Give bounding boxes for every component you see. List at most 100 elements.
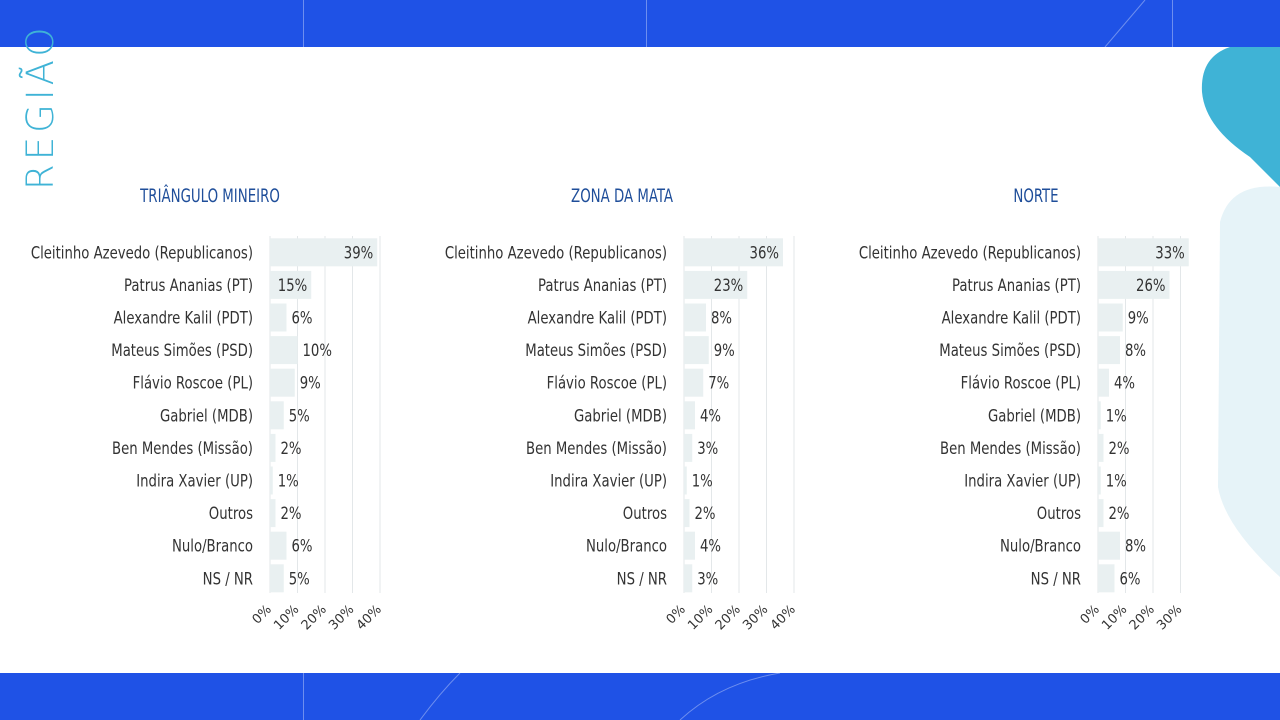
- value-label: 1%: [1106, 471, 1127, 491]
- chart-title: TRIÂNGULO MINEIRO: [140, 185, 280, 207]
- category-label: Gabriel (MDB): [160, 406, 253, 426]
- value-label: 6%: [1120, 569, 1141, 589]
- value-label: 1%: [692, 471, 713, 491]
- category-label: Gabriel (MDB): [988, 406, 1081, 426]
- value-label: 4%: [1114, 373, 1135, 393]
- tick-label: 20%: [713, 602, 744, 633]
- bar: [1098, 238, 1189, 267]
- band-divider: [1172, 0, 1173, 47]
- category-label: NS / NR: [203, 569, 254, 589]
- category-label: Indira Xavier (UP): [136, 471, 253, 491]
- bar: [684, 336, 709, 365]
- category-label: Ben Mendes (Missão): [112, 438, 253, 458]
- band-divider: [303, 673, 304, 720]
- tick-label: 20%: [1127, 602, 1158, 633]
- category-label: Indira Xavier (UP): [550, 471, 667, 491]
- bar: [270, 238, 378, 267]
- value-label: 2%: [695, 503, 716, 523]
- bar: [684, 499, 690, 528]
- value-label: 1%: [1106, 406, 1127, 426]
- bar: [270, 336, 298, 365]
- tick-label: 30%: [1154, 602, 1185, 633]
- category-label: Flávio Roscoe (PL): [961, 373, 1081, 393]
- bar: [270, 303, 287, 332]
- chart-panel-norte: NORTE Cleitinho Azevedo (Republicanos) 33…: [828, 185, 1228, 655]
- bar: [1098, 336, 1120, 365]
- category-label: NS / NR: [1031, 569, 1082, 589]
- value-label: 6%: [292, 308, 313, 328]
- category-label: Alexandre Kalil (PDT): [114, 308, 253, 328]
- tick-label: 30%: [740, 602, 771, 633]
- chart-panel-triangulo: TRIÂNGULO MINEIRO Cleitinho Azevedo (Rep…: [0, 185, 400, 655]
- category-label: Ben Mendes (Missão): [940, 438, 1081, 458]
- top-band: [0, 0, 1280, 47]
- value-label: 3%: [697, 569, 718, 589]
- bar: [684, 564, 693, 593]
- bar: [684, 368, 704, 397]
- value-label: 8%: [711, 308, 732, 328]
- bar: [1098, 564, 1115, 593]
- bar-chart-norte: Cleitinho Azevedo (Republicanos) 33% Patru…: [859, 236, 1189, 633]
- bar: [684, 531, 695, 560]
- bar: [270, 531, 287, 560]
- category-label: Nulo/Branco: [586, 536, 667, 556]
- tick-label: 10%: [271, 602, 302, 633]
- bar: [1098, 466, 1101, 495]
- value-label: 5%: [289, 406, 310, 426]
- tick-label: 10%: [685, 602, 716, 633]
- chart-title: ZONA DA MATA: [571, 185, 673, 207]
- bottom-band: [0, 673, 1280, 720]
- chart-panel-zona-da-mata: ZONA DA MATA Cleitinho Azevedo (Republic…: [414, 185, 814, 655]
- category-label: Nulo/Branco: [1000, 536, 1081, 556]
- category-label: Flávio Roscoe (PL): [133, 373, 253, 393]
- bar: [270, 564, 284, 593]
- category-label: Mateus Simões (PSD): [111, 340, 253, 360]
- bar: [1098, 433, 1104, 462]
- bar: [684, 433, 693, 462]
- tick-label: 40%: [354, 602, 385, 633]
- bar: [684, 303, 706, 332]
- category-label: Alexandre Kalil (PDT): [528, 308, 667, 328]
- band-divider: [646, 0, 647, 47]
- tick-label: 30%: [326, 602, 357, 633]
- band-divider: [303, 0, 304, 47]
- category-label: Patrus Ananias (PT): [124, 275, 253, 295]
- bar: [270, 433, 276, 462]
- value-label: 36%: [750, 243, 779, 263]
- category-label: Mateus Simões (PSD): [939, 340, 1081, 360]
- value-label: 33%: [1155, 243, 1184, 263]
- category-label: Cleitinho Azevedo (Republicanos): [31, 243, 253, 263]
- category-label: Mateus Simões (PSD): [525, 340, 667, 360]
- category-label: Cleitinho Azevedo (Republicanos): [859, 243, 1081, 263]
- bar: [1098, 270, 1170, 299]
- tick-label: 10%: [1099, 602, 1130, 633]
- value-label: 9%: [1128, 308, 1149, 328]
- value-label: 1%: [278, 471, 299, 491]
- band-curve: [419, 673, 781, 720]
- side-decoration: [1201, 47, 1280, 577]
- bar: [684, 270, 748, 299]
- value-label: 4%: [700, 536, 721, 556]
- bar: [1098, 499, 1104, 528]
- value-label: 10%: [303, 340, 332, 360]
- category-label: Patrus Ananias (PT): [952, 275, 1081, 295]
- bar: [684, 401, 695, 430]
- bar: [270, 401, 284, 430]
- bar-chart-zona-da-mata: Cleitinho Azevedo (Republicanos) 36% Patru…: [445, 236, 799, 633]
- value-label: 7%: [708, 373, 729, 393]
- bar: [270, 499, 276, 528]
- category-label: Outros: [1037, 503, 1081, 523]
- value-label: 6%: [292, 536, 313, 556]
- tick-label: 40%: [768, 602, 799, 633]
- value-label: 9%: [300, 373, 321, 393]
- chart-title: NORTE: [1013, 185, 1059, 207]
- category-label: Cleitinho Azevedo (Republicanos): [445, 243, 667, 263]
- category-label: Alexandre Kalil (PDT): [942, 308, 1081, 328]
- value-label: 2%: [1109, 503, 1130, 523]
- value-label: 2%: [281, 438, 302, 458]
- bar: [270, 270, 312, 299]
- value-label: 39%: [344, 243, 373, 263]
- tick-label: 20%: [299, 602, 330, 633]
- category-label: Outros: [623, 503, 667, 523]
- category-label: Flávio Roscoe (PL): [547, 373, 667, 393]
